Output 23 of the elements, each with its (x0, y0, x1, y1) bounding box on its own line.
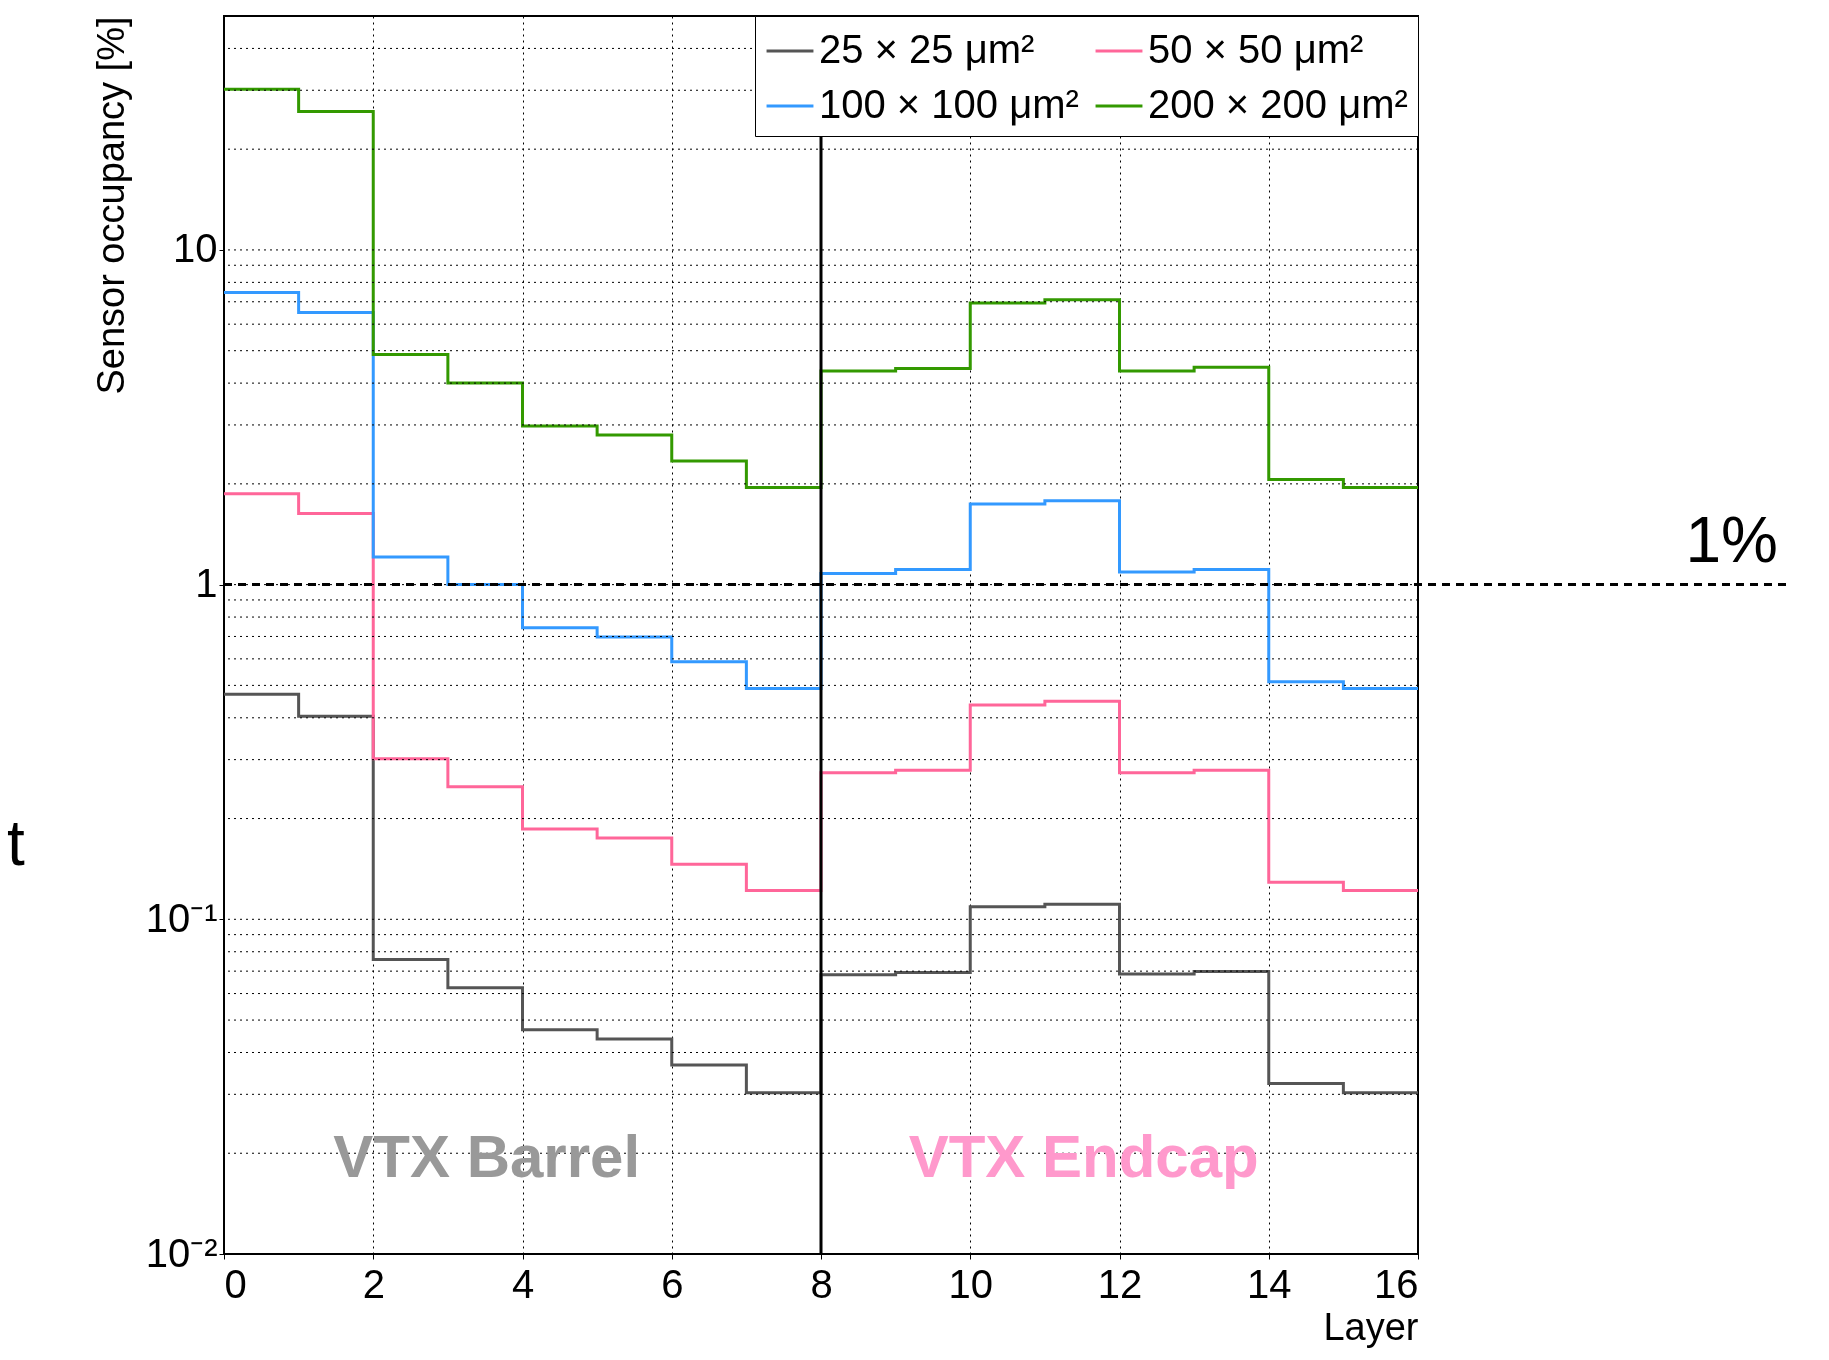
x-tick-label: 10 (948, 1261, 993, 1306)
legend-label: 25 × 25 μm² (819, 27, 1035, 71)
y-tick-label: 10⁻¹ (145, 895, 218, 940)
x-axis-title: Layer (1323, 1305, 1419, 1348)
x-tick-label: 2 (362, 1261, 385, 1306)
x-tick-label: 6 (661, 1261, 684, 1306)
legend-label: 50 × 50 μm² (1148, 27, 1364, 71)
x-tick-label: 8 (810, 1261, 833, 1306)
annotation: VTX Barrel (333, 1123, 641, 1190)
y-tick-label: 10 (173, 226, 218, 271)
annotation: VTX Endcap (908, 1123, 1259, 1190)
y-tick-label: 10⁻² (145, 1230, 218, 1275)
x-tick-label: 14 (1247, 1261, 1292, 1306)
x-tick-label: 4 (511, 1261, 535, 1306)
x-tick-label: 0 (224, 1261, 247, 1306)
y-axis-title: Sensor occupancy [%] (89, 16, 132, 395)
legend-label: 200 × 200 μm² (1148, 82, 1408, 126)
x-tick-label: 12 (1097, 1261, 1143, 1306)
y-tick-label: 1 (195, 561, 218, 606)
text: t (7, 807, 26, 879)
x-tick-label: 16 (1374, 1261, 1419, 1306)
legend-label: 100 × 100 μm² (819, 82, 1079, 126)
ref-line-label: 1% (1685, 503, 1778, 576)
